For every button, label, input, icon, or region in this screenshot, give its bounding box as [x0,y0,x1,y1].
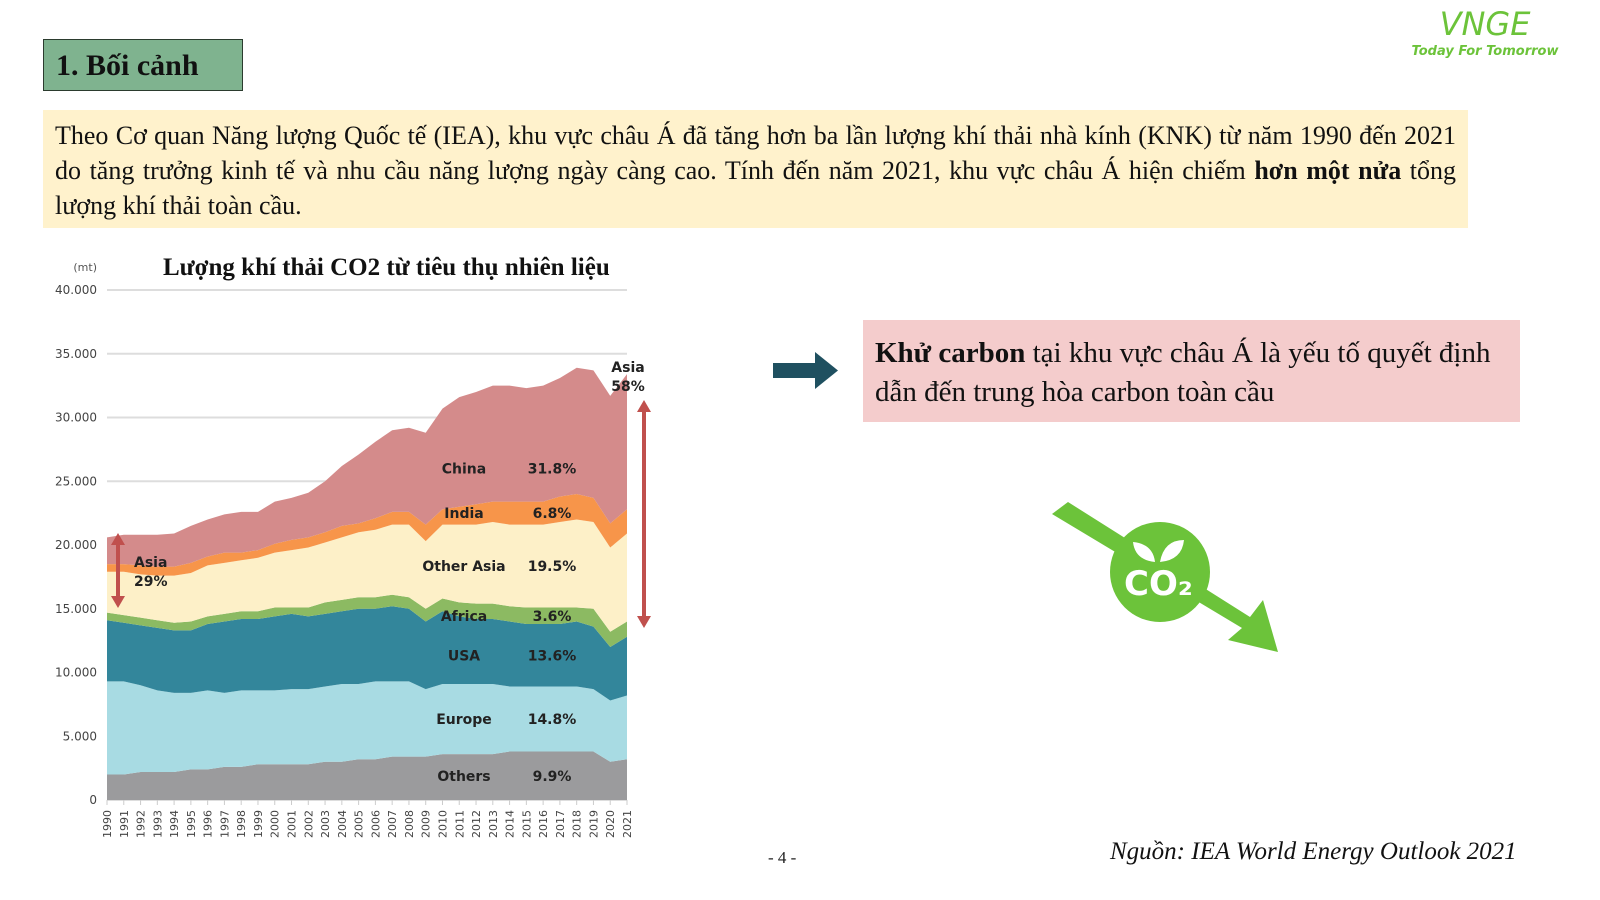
y-tick-label: 0 [89,793,97,807]
y-tick-label: 5.000 [63,729,97,743]
y-tick-label: 30.000 [55,411,97,425]
asia-share-label: Asia [611,360,644,376]
asia-share-label: Asia [134,555,167,571]
logo-mark: VNGE [1439,5,1531,43]
x-tick-label: 2001 [286,810,299,838]
asia-share-value: 58% [611,379,645,395]
series-share-label: 13.6% [528,648,577,664]
asia-1990-range-arrow [111,533,125,608]
vnge-logo: VNGE Today For Tomorrow [1410,4,1560,74]
area-africa [107,594,627,647]
x-tick-label: 2002 [302,810,315,838]
x-tick-label: 2005 [353,810,366,838]
y-tick-label: 10.000 [55,666,97,680]
y-tick-label: 20.000 [55,538,97,552]
x-tick-label: 2020 [604,810,617,838]
series-label: Europe [436,712,492,728]
x-tick-label: 2009 [420,810,433,838]
x-tick-label: 2011 [453,810,466,838]
intro-text-end: tổng lượng khí thải toàn cầu. [55,156,1457,220]
co2-label: CO₂ [1124,564,1193,604]
x-tick-label: 2013 [487,810,500,838]
series-label: Other Asia [422,559,505,575]
asia-share-value: 29% [134,574,168,590]
x-tick-label: 2019 [587,810,600,838]
series-share-label: 31.8% [528,462,577,478]
series-label: India [444,506,483,522]
callout-bold: Khử carbon [875,337,1026,369]
series-share-label: 14.8% [528,712,577,728]
y-tick-label: 25.000 [55,474,97,488]
x-tick-label: 1999 [252,810,265,838]
y-unit-label: (mt) [73,261,97,274]
x-tick-label: 2004 [336,810,349,838]
x-tick-label: 1995 [185,810,198,838]
series-share-label: 3.6% [533,609,572,625]
area-china [107,367,627,567]
x-tick-label: 2021 [621,810,634,838]
x-tick-label: 2015 [520,810,533,838]
series-label: USA [448,648,480,664]
x-tick-label: 1997 [218,810,231,838]
x-tick-label: 2016 [537,810,550,838]
x-tick-label: 1996 [202,810,215,838]
x-tick-label: 2012 [470,810,483,838]
y-tick-label: 15.000 [55,602,97,616]
area-other-asia [107,519,627,632]
series-label: Africa [441,609,487,625]
page-number: - 4 - [768,848,797,867]
series-label: Others [437,769,490,785]
x-tick-label: 2018 [571,810,584,838]
x-tick-label: 2010 [436,810,449,838]
intro-paragraph: Theo Cơ quan Năng lượng Quốc tế (IEA), k… [43,110,1468,228]
x-tick-label: 1992 [135,810,148,838]
x-tick-label: 2008 [403,810,416,838]
x-tick-label: 2003 [319,810,332,838]
y-tick-label: 35.000 [55,347,97,361]
series-label: China [442,462,486,478]
logo-tagline: Today For Tomorrow [1411,44,1559,59]
intro-bold: hơn một nửa [1254,156,1402,185]
x-tick-label: 2017 [554,810,567,838]
intro-text: Theo Cơ quan Năng lượng Quốc tế (IEA), k… [55,121,1456,185]
x-tick-label: 1991 [118,810,131,838]
x-tick-label: 2000 [269,810,282,838]
source-note: Nguồn: IEA World Energy Outlook 2021 [1110,838,1517,865]
co2-down-arrow-icon: CO₂ [1052,502,1278,652]
x-tick-label: 1994 [168,810,181,838]
series-share-label: 9.9% [533,769,572,785]
x-tick-label: 2007 [386,810,399,838]
callout-text: tại khu vực châu Á là yếu tố quyết định … [875,337,1491,408]
x-tick-label: 1998 [235,810,248,838]
series-share-label: 6.8% [533,506,572,522]
y-tick-label: 40.000 [55,283,97,297]
callout-box: Khử carbon tại khu vực châu Á là yếu tố … [863,320,1520,422]
area-others [107,751,627,800]
area-india [107,494,627,576]
section-title: 1. Bối cảnh [43,39,243,91]
area-europe [107,681,627,775]
x-tick-label: 1993 [151,810,164,838]
x-tick-label: 2006 [369,810,382,838]
chart-title: Lượng khí thải CO2 từ tiêu thụ nhiên liệ… [163,254,610,281]
x-tick-label: 1990 [101,810,114,838]
asia-2021-range-arrow [637,400,651,628]
area-usa [107,606,627,701]
series-share-label: 19.5% [528,559,577,575]
right-arrow-icon [773,352,838,389]
x-tick-label: 2014 [504,810,517,838]
